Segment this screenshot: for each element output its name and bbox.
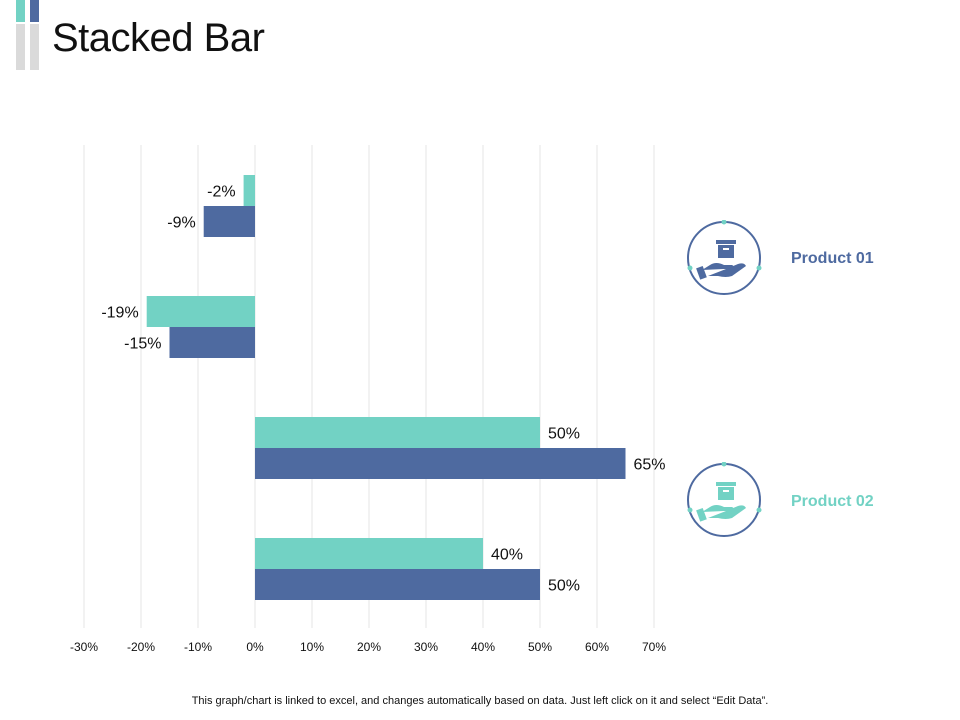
x-tick-label: -30% xyxy=(70,640,98,654)
bar xyxy=(255,417,540,448)
bar xyxy=(255,569,540,600)
page-title: Stacked Bar xyxy=(52,16,265,60)
legend-label-product-02: Product 02 xyxy=(791,493,874,510)
x-tick-label: 20% xyxy=(357,640,381,654)
data-label: -19% xyxy=(101,305,138,322)
x-tick-label: 60% xyxy=(585,640,609,654)
title-accent-gray-right xyxy=(30,24,39,70)
x-tick-label: 40% xyxy=(471,640,495,654)
stacked-bar-chart: -30% -20% -10% 0% 10% 20% 30% 40% 50% 60% 70% -2% -1… xyxy=(70,145,666,654)
title-accent-teal xyxy=(16,0,25,22)
legend-label-product-01: Product 01 xyxy=(791,250,874,267)
x-tick-label: 30% xyxy=(414,640,438,654)
box-in-hand-icon xyxy=(687,461,762,537)
x-tick-label: -20% xyxy=(127,640,155,654)
bar xyxy=(243,175,255,206)
data-label: -2% xyxy=(207,184,235,201)
bar xyxy=(203,206,255,237)
title-accent-gray-left xyxy=(16,24,25,70)
x-tick-label: 10% xyxy=(300,640,324,654)
data-label: 40% xyxy=(491,547,523,564)
data-label: 65% xyxy=(634,457,666,474)
data-label: -15% xyxy=(124,336,161,353)
bar xyxy=(146,296,255,327)
legend-icon-product-01 xyxy=(686,219,766,300)
x-tick-label: 50% xyxy=(528,640,552,654)
title-accent-blue xyxy=(30,0,39,22)
box-in-hand-icon xyxy=(687,219,762,295)
legend-icon-product-02 xyxy=(686,461,766,542)
bar xyxy=(255,538,483,569)
bar xyxy=(169,327,255,358)
data-label: -9% xyxy=(167,215,195,232)
data-label: 50% xyxy=(548,578,580,595)
x-tick-label: -10% xyxy=(184,640,212,654)
data-label: 50% xyxy=(548,426,580,443)
footnote: This graph/chart is linked to excel, and… xyxy=(191,695,769,707)
bar xyxy=(255,448,626,479)
x-tick-label: 70% xyxy=(642,640,666,654)
x-tick-label: 0% xyxy=(246,640,264,654)
